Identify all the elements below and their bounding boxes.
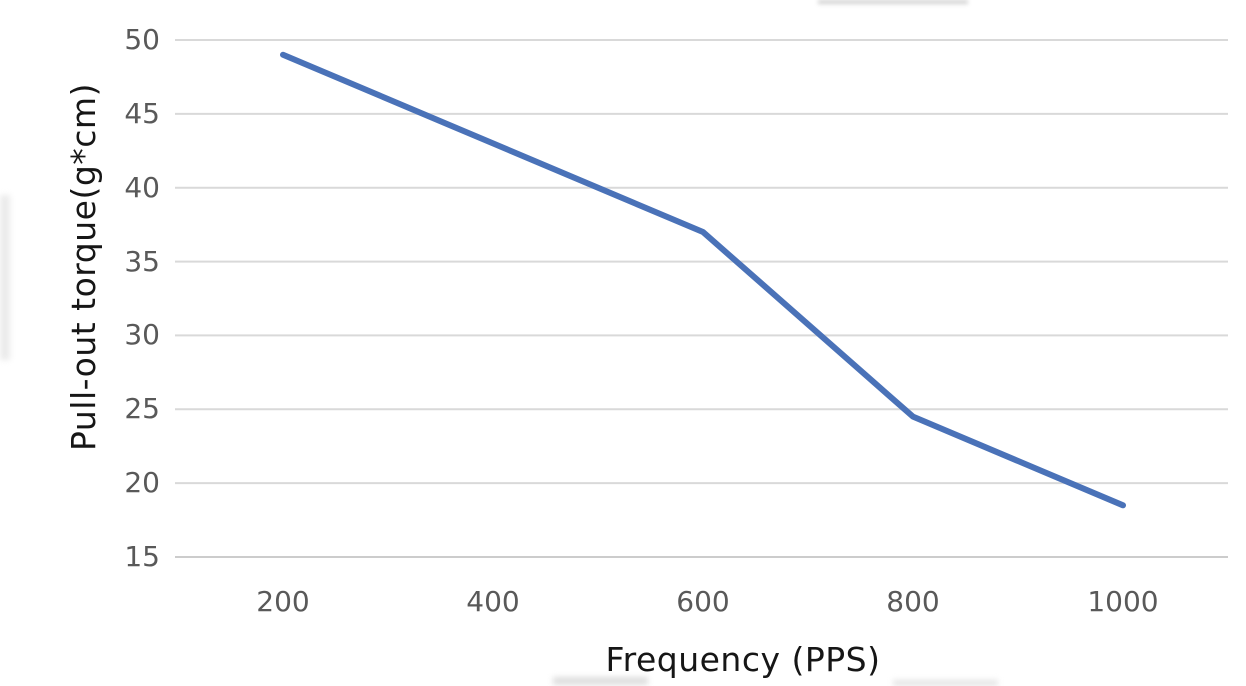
y-tick-label-50: 50 (124, 23, 160, 56)
y-tick-label-20: 20 (124, 466, 160, 500)
y-tick-label-35: 35 (124, 244, 160, 278)
gridlines (175, 39, 1228, 558)
x-tick-label-800: 800 (886, 585, 940, 618)
y-tick-label-30: 30 (124, 318, 160, 352)
y-tick-label-25: 25 (124, 392, 160, 426)
x-tick-label-600: 600 (676, 585, 730, 618)
x-tick-label-1000: 1000 (1087, 585, 1159, 618)
y-tick-label-40: 40 (124, 170, 160, 204)
x-axis-title: Frequency (PPS) (605, 640, 881, 679)
x-tick-label-200: 200 (256, 585, 310, 618)
y-tick-label-45: 45 (124, 96, 160, 130)
torque-line-series (280, 51, 1126, 509)
y-tick-label-15: 15 (124, 540, 160, 573)
x-tick-label-400: 400 (466, 585, 520, 618)
